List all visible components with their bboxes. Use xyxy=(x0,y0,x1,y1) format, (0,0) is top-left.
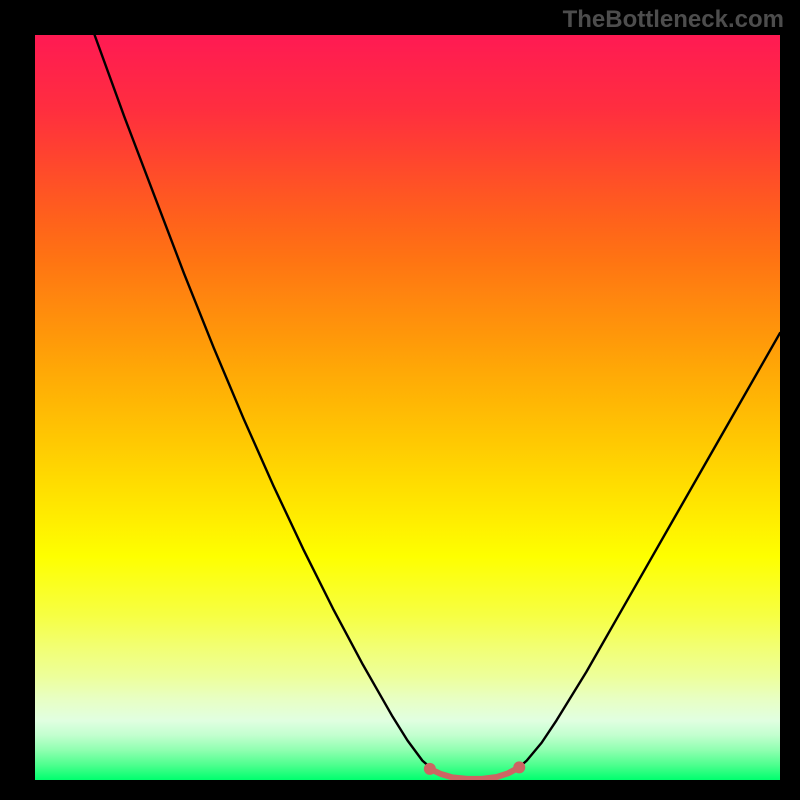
gradient-background xyxy=(35,35,780,780)
sweet-spot-end-marker xyxy=(513,761,525,773)
plot-area xyxy=(35,35,780,780)
watermark-text: TheBottleneck.com xyxy=(563,6,784,34)
chart-container: TheBottleneck.com xyxy=(0,0,800,800)
sweet-spot-start-marker xyxy=(424,763,436,775)
chart-svg xyxy=(35,35,780,780)
